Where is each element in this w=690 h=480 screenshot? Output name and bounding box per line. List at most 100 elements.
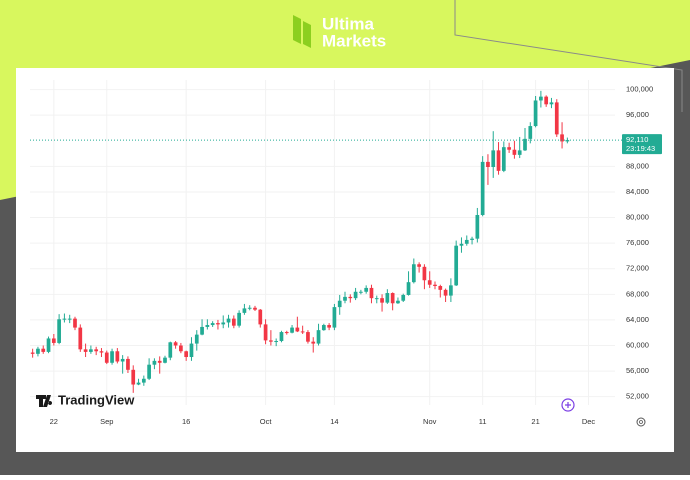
candle-body	[427, 280, 432, 285]
candle-body	[83, 349, 88, 352]
candle-body	[512, 149, 517, 155]
candle-body	[46, 338, 51, 352]
add-circle[interactable]	[561, 398, 575, 412]
candle-body	[300, 331, 305, 333]
last-price-label: 92,110	[626, 135, 648, 144]
candle-body	[343, 296, 347, 301]
y-tick-label: 56,000	[626, 366, 649, 375]
candle-body	[523, 138, 527, 151]
watermark-icon	[36, 395, 53, 407]
candle-body	[126, 358, 130, 370]
y-tick-label: 60,000	[626, 340, 649, 349]
candle-body	[496, 150, 501, 171]
candle-body	[411, 264, 416, 283]
candle-body	[253, 307, 257, 310]
candle-body	[210, 323, 215, 326]
logo-text: Markets	[322, 31, 386, 50]
candle-body	[99, 351, 104, 353]
candle-body	[120, 358, 125, 362]
candle-body	[295, 327, 300, 332]
candle-body	[475, 214, 480, 239]
candle-body	[396, 300, 400, 304]
candle-body	[517, 150, 522, 155]
candle-body	[179, 345, 183, 352]
candle-body	[269, 340, 273, 342]
candle-body	[115, 351, 120, 362]
candle-body	[231, 318, 236, 326]
candle-body	[242, 308, 247, 313]
x-tick-label: 11	[479, 417, 487, 426]
candle-body	[237, 312, 241, 326]
candle-body	[554, 102, 559, 135]
x-tick-label: Dec	[582, 417, 596, 426]
candle-body	[565, 140, 570, 142]
candle-body	[131, 369, 136, 385]
candle-body	[104, 352, 109, 363]
decor-line	[454, 0, 683, 112]
add-icon[interactable]	[565, 402, 571, 408]
candle-body	[258, 309, 263, 325]
logo-text: Ultima	[322, 14, 375, 33]
candle-body	[433, 284, 437, 287]
countdown: 23:19:43	[626, 144, 655, 153]
candle-body	[73, 318, 77, 328]
y-tick-label: 76,000	[626, 238, 649, 247]
x-tick-label: 16	[182, 417, 190, 426]
candle-body	[152, 360, 157, 365]
candle-body	[316, 330, 321, 344]
candle-body	[385, 293, 390, 303]
candle-body	[311, 341, 316, 344]
y-tick-label: 88,000	[626, 161, 649, 170]
y-tick-label: 68,000	[626, 289, 649, 298]
candle-body	[374, 298, 379, 300]
candle-body	[51, 338, 56, 343]
candle-body	[205, 325, 210, 327]
settings-button[interactable]	[636, 417, 646, 427]
y-tick-label: 72,000	[626, 264, 649, 273]
candle-body	[168, 342, 173, 358]
candle-body	[30, 352, 35, 354]
candle-body	[327, 325, 331, 328]
candle-body	[247, 307, 252, 309]
candle-body	[359, 291, 363, 293]
candle-body	[438, 286, 443, 290]
settings-icon[interactable]	[636, 417, 646, 427]
candle-body	[194, 334, 199, 344]
y-tick-label: 100,000	[626, 85, 653, 94]
candle-body	[449, 285, 453, 296]
candle-body	[528, 126, 533, 139]
candle-body	[507, 147, 511, 150]
candle-body	[539, 96, 543, 101]
candle-body	[147, 364, 151, 379]
candle-body	[89, 349, 93, 352]
candle-body	[57, 319, 61, 343]
candle-body	[401, 294, 406, 301]
candle-body	[216, 323, 220, 325]
logo-mark	[293, 15, 301, 44]
candle-body	[62, 318, 67, 320]
y-tick-label: 64,000	[626, 315, 649, 324]
candle-body	[274, 341, 279, 343]
candle-body	[184, 351, 189, 358]
candle-body	[189, 343, 194, 358]
candle-body	[491, 150, 496, 168]
candle-body	[501, 147, 506, 171]
x-tick-label: 22	[50, 417, 58, 426]
last-price-box	[622, 134, 662, 155]
candle-body	[480, 161, 485, 215]
candle-body	[486, 161, 490, 168]
candle-body	[163, 357, 167, 363]
candle-body	[369, 287, 374, 299]
candle-body	[290, 327, 294, 333]
y-tick-label: 96,000	[626, 110, 649, 119]
candle-body	[136, 382, 141, 385]
add-button[interactable]	[561, 398, 575, 412]
candle-body	[560, 134, 564, 142]
candle-body	[41, 348, 46, 352]
candle-body	[353, 291, 358, 299]
y-tick-label: 52,000	[626, 392, 649, 401]
x-tick-label: Nov	[423, 417, 437, 426]
settings-icon-center[interactable]	[639, 420, 643, 424]
candle-body	[284, 332, 289, 334]
